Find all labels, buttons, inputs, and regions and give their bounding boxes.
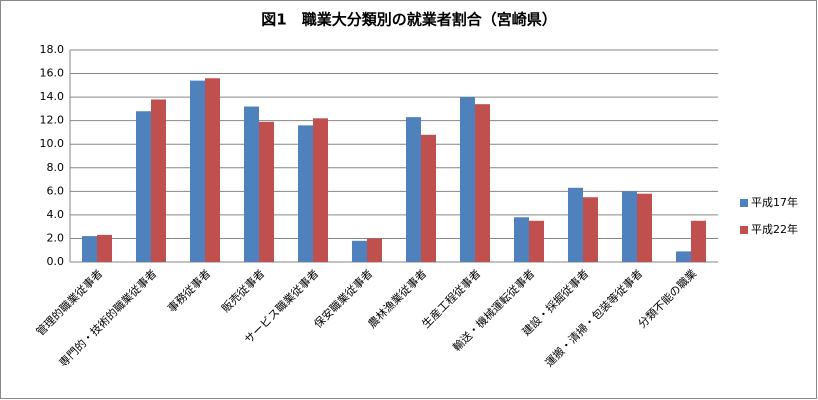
bar [97, 234, 112, 262]
bar [298, 125, 313, 262]
legend-label: 平成22年 [751, 222, 798, 236]
bar [406, 117, 421, 262]
bar [568, 187, 583, 262]
y-tick-label: 6.0 [47, 184, 65, 197]
y-tick-label: 8.0 [47, 161, 65, 174]
bar [421, 134, 436, 262]
legend-label: 平成17年 [751, 195, 798, 209]
y-tick-label: 4.0 [47, 208, 65, 221]
bar [82, 236, 97, 262]
bar [475, 104, 490, 262]
bar [259, 121, 274, 262]
bar [622, 191, 637, 262]
bar [136, 111, 151, 262]
bar [514, 217, 529, 262]
legend-swatch [740, 226, 748, 234]
bar [205, 78, 220, 263]
bar [691, 220, 706, 262]
y-tick-label: 18.0 [40, 43, 65, 56]
bar [151, 99, 166, 262]
bar [313, 118, 328, 262]
y-tick-label: 10.0 [40, 137, 65, 150]
legend-swatch [740, 199, 748, 207]
bar [637, 193, 652, 262]
bar [460, 97, 475, 262]
bar [367, 238, 382, 262]
y-tick-label: 16.0 [40, 67, 65, 80]
bar [583, 197, 598, 262]
y-tick-label: 0.0 [47, 255, 65, 268]
bar [190, 80, 205, 262]
bar [529, 220, 544, 262]
y-tick-label: 2.0 [47, 231, 65, 244]
y-tick-label: 14.0 [40, 90, 65, 103]
y-tick-label: 12.0 [40, 114, 65, 127]
bar [352, 240, 367, 262]
chart-title: 図1 職業大分類別の就業者割合（宮崎県） [261, 11, 556, 29]
bar [244, 106, 259, 263]
bar [676, 251, 691, 262]
